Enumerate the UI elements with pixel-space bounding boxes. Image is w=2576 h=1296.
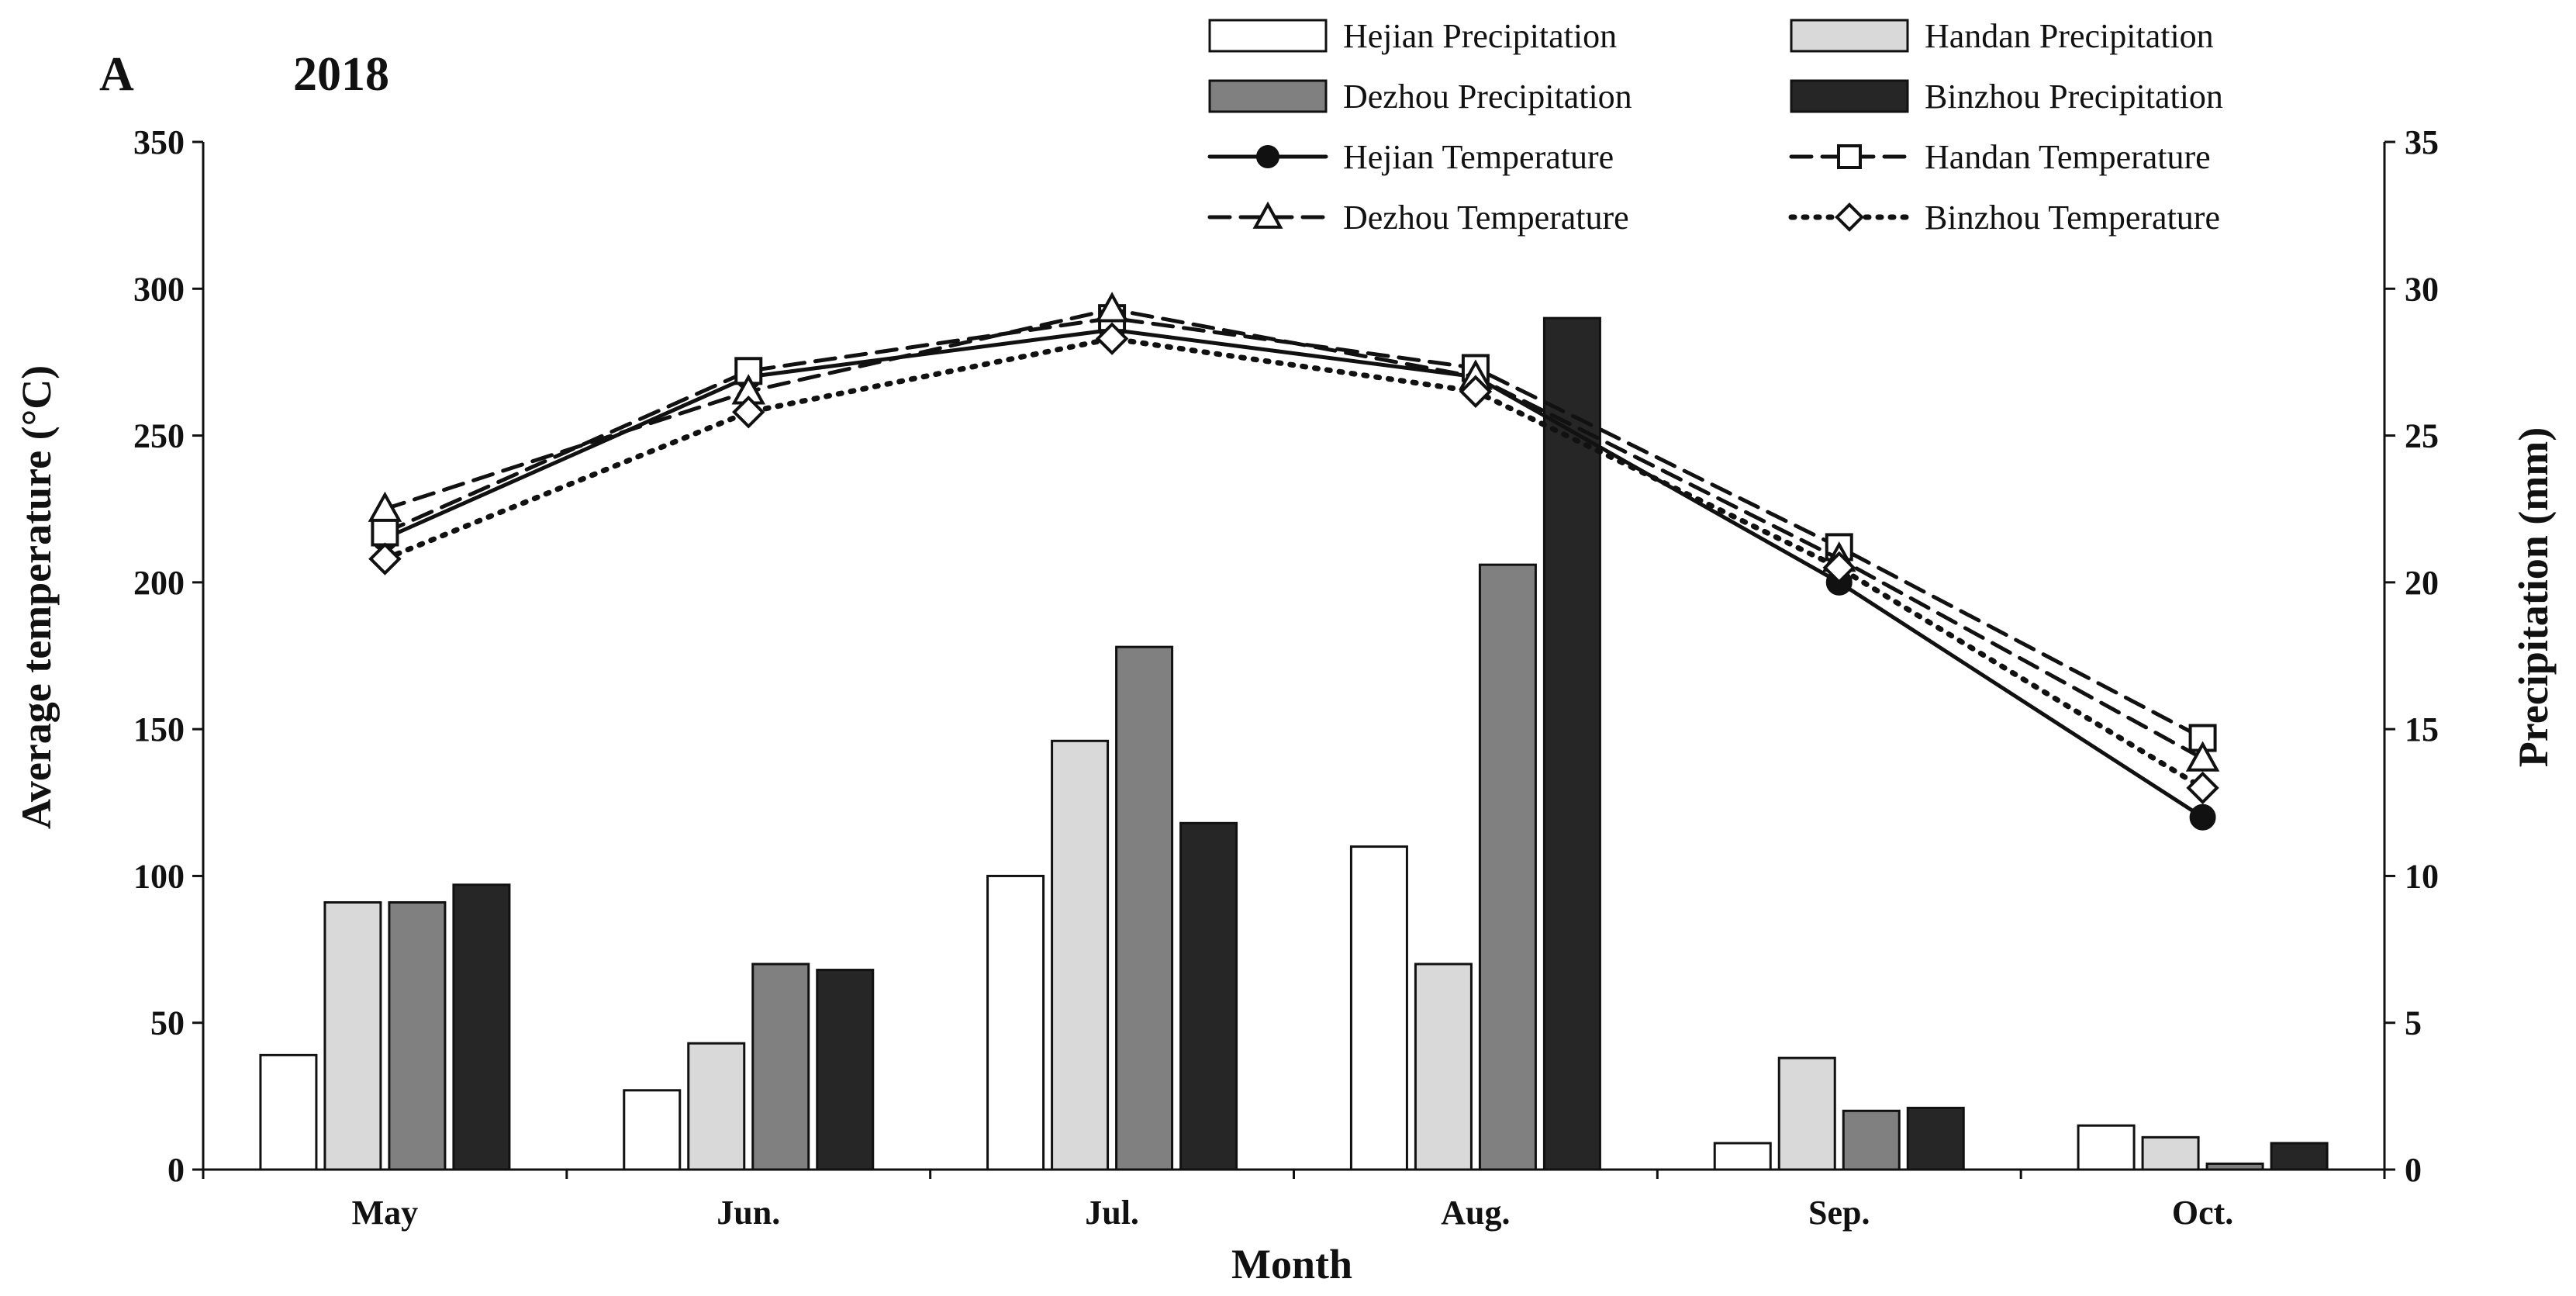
- x-tick-label: Oct.: [2172, 1194, 2233, 1232]
- bar-hejian-precipitation: [2077, 1124, 2136, 1171]
- bar-hejian-precipitation: [623, 1089, 682, 1171]
- bar-handan-precipitation: [2141, 1135, 2200, 1171]
- bar-binzhou-precipitation: [1179, 821, 1238, 1171]
- legend-marker-hejian-temperature: [1256, 145, 1279, 168]
- point-dezhou-temperature: [368, 491, 402, 522]
- bar-handan-precipitation: [1777, 1056, 1836, 1171]
- legend-label-dezhou-temperature: Dezhou Temperature: [1343, 199, 1629, 237]
- y-right-tick-label: 25: [2405, 417, 2439, 455]
- y-left-tick-label: 350: [133, 123, 185, 161]
- line-hejian-temperature: [382, 327, 2205, 820]
- bar-handan-precipitation: [1051, 739, 1110, 1171]
- line-dezhou-temperature: [382, 307, 2205, 761]
- point-binzhou-temperature: [2186, 771, 2219, 805]
- legend-label-binzhou-temperature: Binzhou Temperature: [1925, 199, 2220, 237]
- y-right-tick-label: 5: [2405, 1004, 2422, 1042]
- bar-binzhou-precipitation: [1542, 316, 1601, 1171]
- legend-label-handan-precipitation: Handan Precipitation: [1925, 17, 2214, 55]
- point-dezhou-temperature: [1095, 292, 1129, 323]
- bar-binzhou-precipitation: [816, 969, 875, 1171]
- x-tick-label: Jul.: [1085, 1194, 1139, 1232]
- bar-hejian-precipitation: [986, 874, 1045, 1171]
- bar-dezhou-precipitation: [751, 962, 810, 1171]
- y-left-tick-label: 150: [133, 710, 185, 748]
- panel-label: A: [99, 48, 134, 101]
- legend-label-binzhou-precipitation: Binzhou Precipitation: [1925, 78, 2223, 116]
- y-axis-left-title: Average temperature (°C): [13, 365, 60, 829]
- bar-dezhou-precipitation: [1115, 645, 1174, 1171]
- legend-marker-dezhou-temperature: [1252, 201, 1283, 229]
- bar-binzhou-precipitation: [452, 883, 511, 1171]
- line-handan-temperature: [382, 316, 2205, 740]
- legend-swatch-binzhou-precipitation: [1790, 79, 1909, 113]
- x-tick-label: Sep.: [1808, 1194, 1870, 1232]
- y-right-tick-label: 15: [2405, 710, 2439, 748]
- legend-label-hejian-temperature: Hejian Temperature: [1343, 138, 1614, 176]
- line-binzhou-temperature: [382, 336, 2206, 791]
- legend-label-hejian-precipitation: Hejian Precipitation: [1343, 17, 1617, 55]
- point-binzhou-temperature: [1822, 551, 1856, 585]
- bar-handan-precipitation: [323, 901, 382, 1171]
- y-left-tick-label: 50: [150, 1004, 185, 1042]
- y-left-tick-label: 0: [167, 1151, 185, 1189]
- y-left-tick-label: 200: [133, 564, 185, 602]
- legend-swatch-handan-precipitation: [1790, 19, 1909, 53]
- point-hejian-temperature: [2189, 804, 2216, 831]
- bar-dezhou-precipitation: [1478, 563, 1537, 1171]
- point-handan-temperature: [371, 518, 399, 547]
- y-right-tick-label: 0: [2405, 1151, 2422, 1189]
- x-axis-title: Month: [1231, 1241, 1352, 1287]
- x-tick-label: Aug.: [1441, 1194, 1510, 1232]
- legend-swatch-hejian-precipitation: [1208, 19, 1328, 53]
- chart-title: 2018: [293, 48, 389, 101]
- legend-swatch-dezhou-precipitation: [1208, 79, 1328, 113]
- bar-hejian-precipitation: [1713, 1142, 1772, 1171]
- bar-hejian-precipitation: [259, 1053, 318, 1171]
- bar-binzhou-precipitation: [1906, 1107, 1965, 1171]
- legend-label-dezhou-precipitation: Dezhou Precipitation: [1343, 78, 1632, 116]
- bar-dezhou-precipitation: [388, 901, 447, 1171]
- point-binzhou-temperature: [1459, 375, 1493, 409]
- x-tick-label: May: [352, 1194, 419, 1232]
- y-right-tick-label: 20: [2405, 564, 2439, 602]
- bar-binzhou-precipitation: [2270, 1142, 2329, 1171]
- legend-marker-binzhou-temperature: [1835, 202, 1864, 232]
- x-tick-label: Jun.: [717, 1194, 780, 1232]
- y-left-tick-label: 100: [133, 857, 185, 895]
- bar-dezhou-precipitation: [1842, 1109, 1901, 1171]
- y-right-tick-label: 30: [2405, 270, 2439, 308]
- y-right-tick-label: 10: [2405, 857, 2439, 895]
- point-binzhou-temperature: [1095, 322, 1129, 355]
- bar-handan-precipitation: [1414, 962, 1473, 1171]
- y-axis-right-title: Precipitation (mm): [2510, 427, 2557, 767]
- point-binzhou-temperature: [732, 396, 765, 429]
- legend-marker-handan-temperature: [1837, 144, 1862, 169]
- y-left-tick-label: 300: [133, 270, 185, 308]
- point-dezhou-temperature: [2185, 741, 2220, 772]
- bar-handan-precipitation: [687, 1042, 746, 1171]
- y-left-tick-label: 250: [133, 417, 185, 455]
- legend-label-handan-temperature: Handan Temperature: [1925, 138, 2211, 176]
- bar-hejian-precipitation: [1349, 845, 1408, 1171]
- y-right-tick-label: 35: [2405, 123, 2439, 161]
- point-binzhou-temperature: [368, 542, 402, 575]
